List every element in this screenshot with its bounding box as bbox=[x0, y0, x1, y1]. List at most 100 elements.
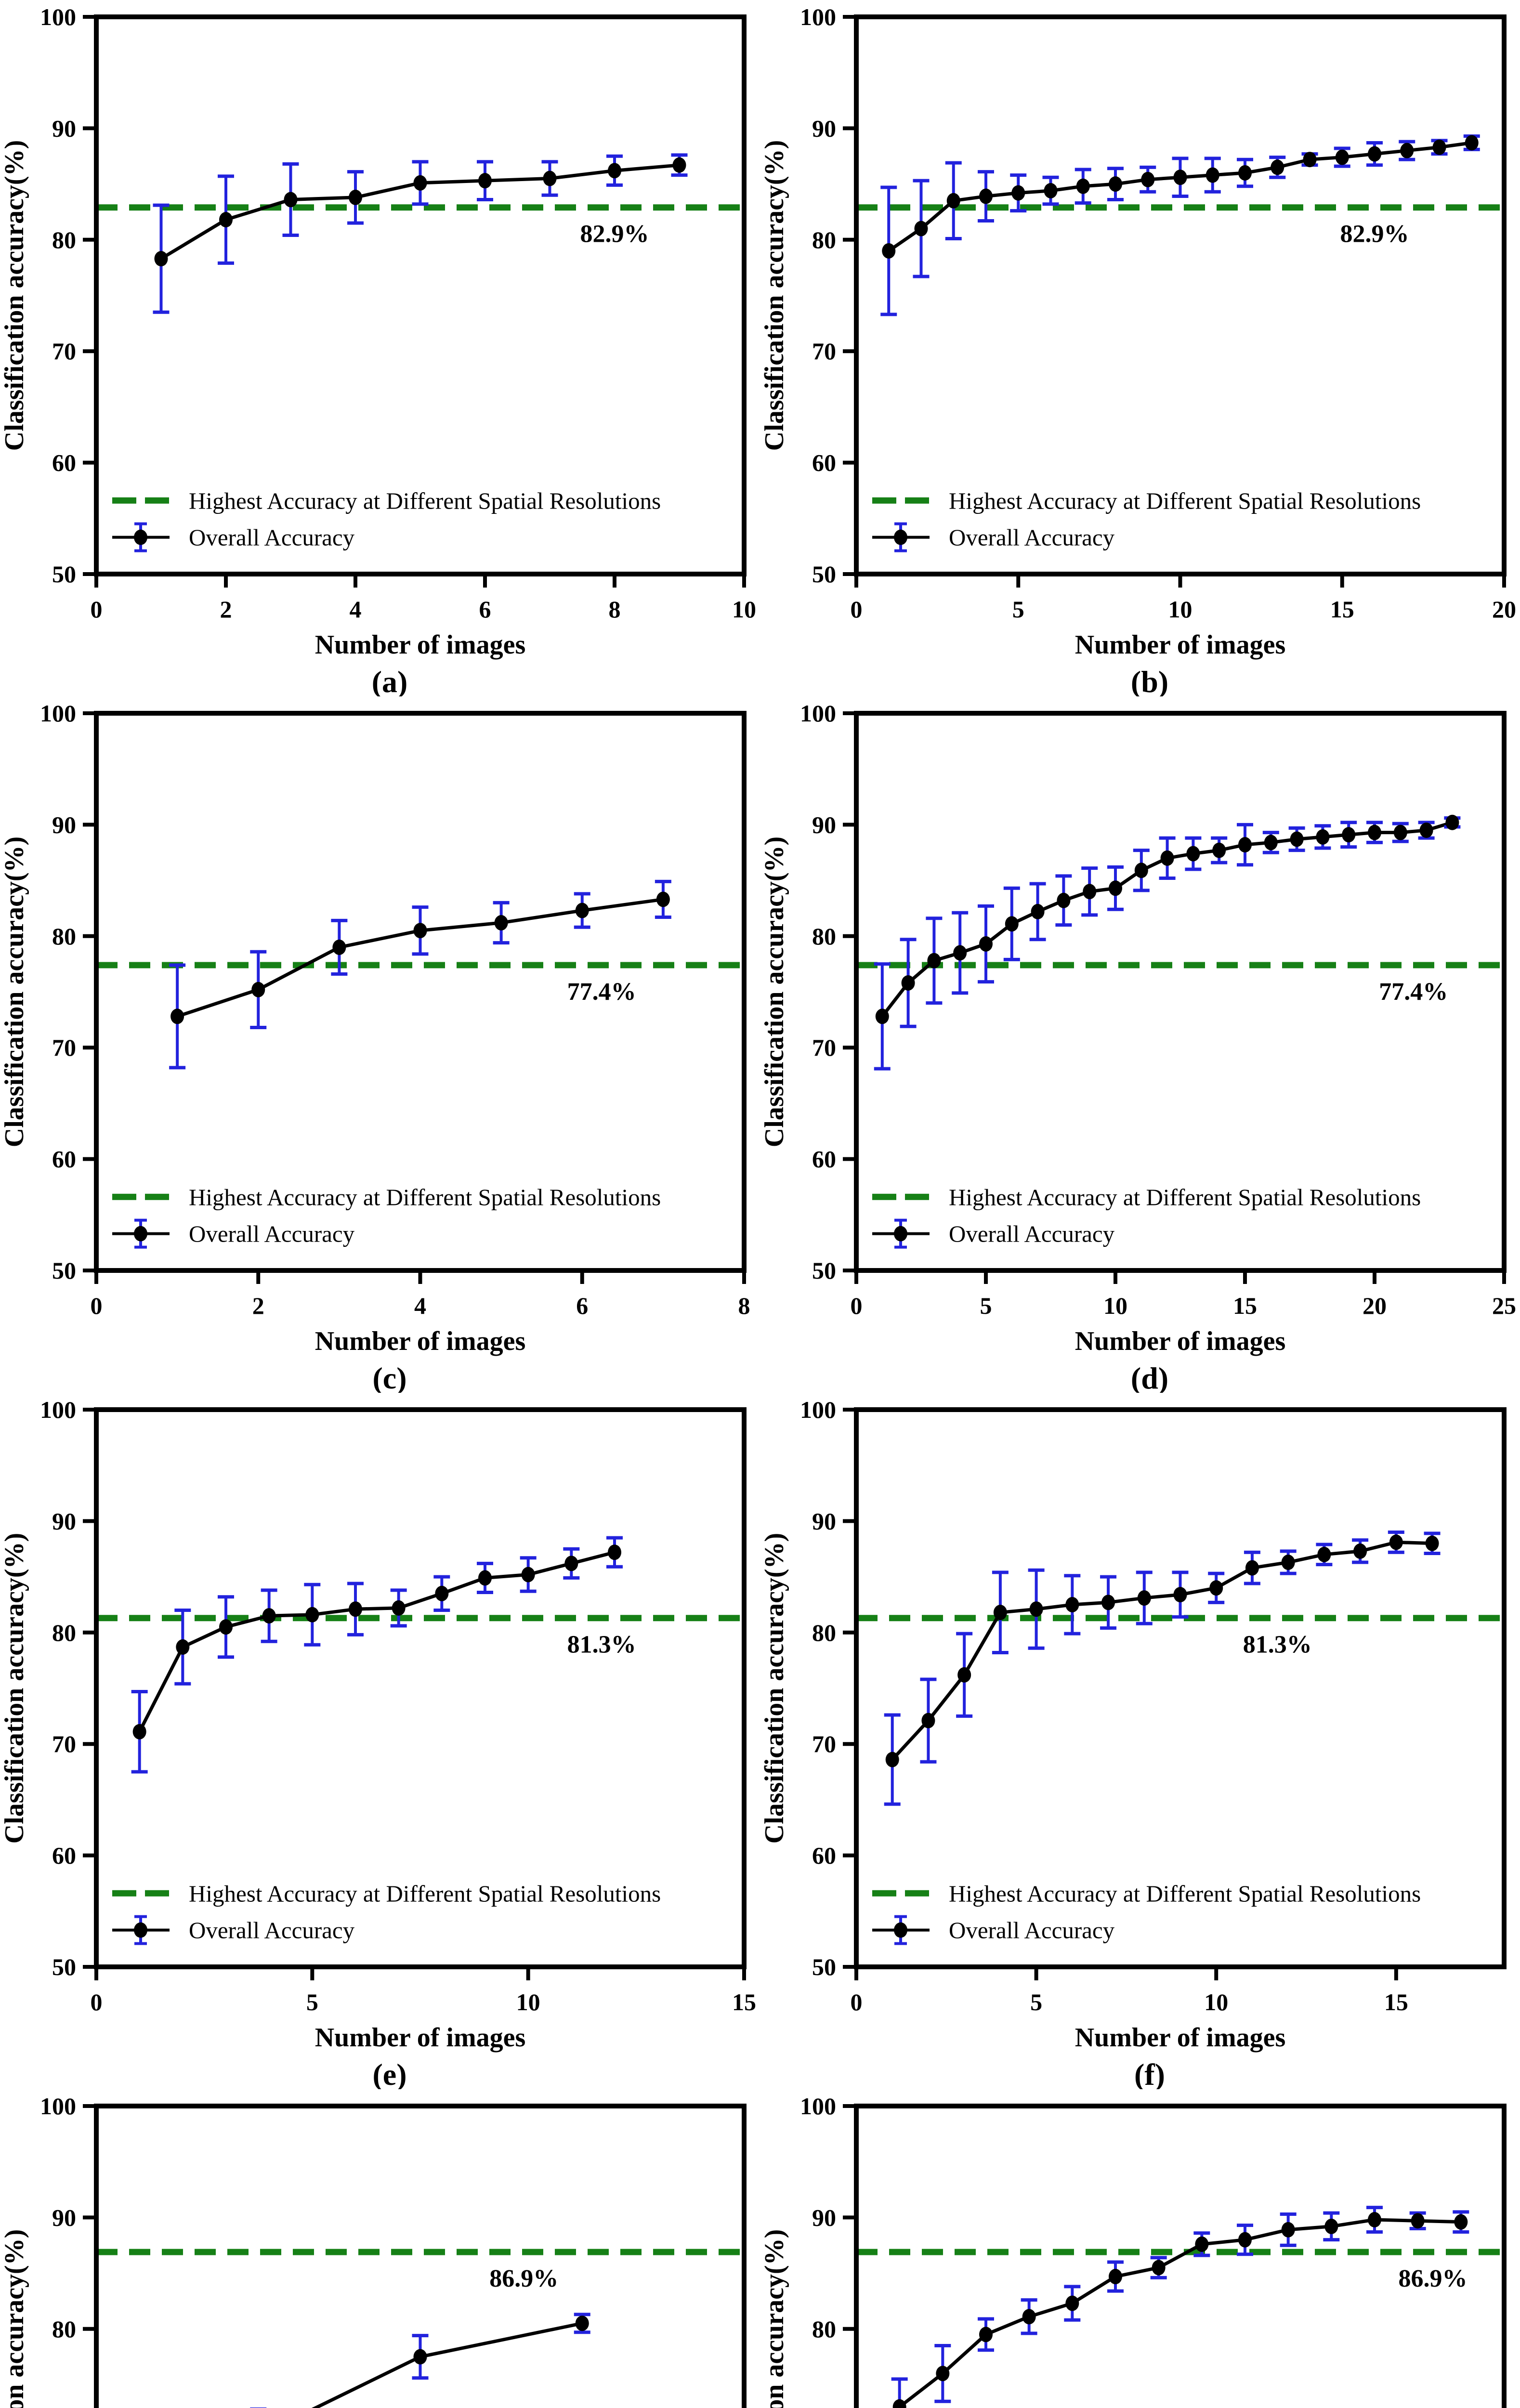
y-tick-label: 80 bbox=[52, 1619, 76, 1646]
data-point bbox=[1342, 827, 1356, 843]
x-tick-label: 0 bbox=[91, 1292, 103, 1319]
subplot-g-chart: 012345060708090100Classification accurac… bbox=[0, 2093, 747, 2408]
y-axis-label: Classification accuracy(%) bbox=[0, 1533, 29, 1844]
threshold-value-label: 81.3% bbox=[567, 1631, 636, 1659]
y-tick-label: 90 bbox=[812, 2204, 836, 2231]
data-point bbox=[251, 982, 265, 997]
data-point bbox=[1209, 1580, 1223, 1596]
legend-threshold-label: Highest Accuracy at Different Spatial Re… bbox=[949, 1184, 1421, 1210]
subplot-label: (f) bbox=[1134, 2057, 1165, 2089]
y-axis-label: Classification accuracy(%) bbox=[760, 1533, 789, 1844]
x-tick-label: 0 bbox=[851, 1989, 863, 2015]
x-tick-label: 4 bbox=[414, 1292, 426, 1319]
data-point bbox=[1317, 1546, 1331, 1562]
legend-series-label: Overall Accuracy bbox=[189, 1917, 355, 1944]
data-point bbox=[927, 953, 941, 968]
data-point bbox=[1065, 1597, 1079, 1612]
data-point bbox=[1271, 159, 1284, 175]
x-tick-label: 5 bbox=[306, 1989, 318, 2015]
data-point bbox=[1173, 170, 1187, 185]
y-tick-label: 100 bbox=[40, 2093, 76, 2120]
subplot-b-chart: 0 5 10 15 20 50 60 70 80 90 100 Classification accu… bbox=[760, 3, 1516, 696]
data-point bbox=[1109, 176, 1122, 192]
y-tick-label: 70 bbox=[812, 1730, 836, 1757]
data-point bbox=[478, 1570, 492, 1586]
y-tick-label: 60 bbox=[812, 449, 836, 476]
legend-threshold-label: Highest Accuracy at Different Spatial Re… bbox=[949, 487, 1421, 514]
data-point bbox=[1238, 837, 1252, 853]
y-axis-label: Classification accuracy(%) bbox=[760, 140, 789, 451]
x-tick-label: 8 bbox=[609, 596, 621, 623]
y-tick-label: 50 bbox=[812, 1257, 836, 1284]
data-point bbox=[1137, 1590, 1151, 1606]
y-axis-label: Classification accuracy(%) bbox=[0, 140, 29, 451]
data-point bbox=[1083, 884, 1097, 900]
y-tick-label: 90 bbox=[812, 1507, 836, 1534]
legend-threshold-label: Highest Accuracy at Different Spatial Re… bbox=[189, 1184, 661, 1210]
data-point bbox=[154, 251, 168, 267]
data-point bbox=[1245, 1560, 1259, 1576]
data-point bbox=[946, 193, 960, 209]
series-line bbox=[891, 1540, 1432, 1761]
data-point bbox=[170, 1008, 184, 1024]
data-point bbox=[608, 1544, 621, 1560]
plot-frame bbox=[854, 711, 1507, 1273]
subplot-label: (c) bbox=[372, 1361, 406, 1393]
subplot-cell-e: 0 5 10 15 50 60 70 80 90 100 Classification accura… bbox=[0, 1393, 760, 2089]
data-point bbox=[132, 1724, 146, 1740]
data-point bbox=[176, 1639, 190, 1655]
plot-frame bbox=[94, 2104, 747, 2408]
legend-series-sample bbox=[872, 522, 930, 552]
data-point bbox=[892, 2399, 906, 2408]
data-point bbox=[1101, 1595, 1115, 1610]
data-point bbox=[564, 1556, 578, 1571]
data-point bbox=[332, 939, 346, 955]
x-axis-label: Number of images bbox=[1075, 630, 1286, 660]
data-point bbox=[885, 1752, 899, 1767]
y-tick-label: 100 bbox=[40, 700, 76, 727]
data-point bbox=[262, 1608, 276, 1624]
data-point bbox=[1335, 149, 1349, 165]
y-axis-label: Classification accuracy(%) bbox=[760, 2229, 789, 2408]
x-tick-label: 4 bbox=[350, 596, 362, 623]
y-tick-label: 50 bbox=[52, 561, 76, 588]
y-tick-label: 70 bbox=[52, 1034, 76, 1061]
subplot-cell-f: 0 5 10 15 50 60 70 80 90 100 Classification accura… bbox=[760, 1393, 1520, 2089]
data-point bbox=[1195, 2236, 1209, 2252]
data-point bbox=[936, 2366, 950, 2382]
data-point bbox=[1324, 2218, 1338, 2234]
y-tick-label: 80 bbox=[812, 923, 836, 950]
x-tick-label: 0 bbox=[851, 1292, 863, 1319]
x-tick-label: 0 bbox=[851, 596, 863, 623]
data-point bbox=[1238, 2232, 1252, 2248]
y-tick-label: 80 bbox=[52, 2316, 76, 2343]
x-tick-label: 25 bbox=[1492, 1292, 1516, 1319]
y-tick-label: 60 bbox=[812, 1842, 836, 1869]
data-point bbox=[1411, 2213, 1425, 2229]
legend-threshold-label: Highest Accuracy at Different Spatial Re… bbox=[189, 1880, 661, 1907]
data-point bbox=[1029, 1601, 1043, 1617]
legend-series-label: Overall Accuracy bbox=[949, 1917, 1115, 1944]
y-tick-label: 100 bbox=[800, 2093, 836, 2120]
threshold-value-label: 81.3% bbox=[1243, 1631, 1312, 1659]
y-tick-label: 70 bbox=[812, 1034, 836, 1061]
subplot-label: (d) bbox=[1131, 1361, 1168, 1393]
data-point bbox=[1076, 178, 1090, 194]
legend-threshold-label: Highest Accuracy at Different Spatial Re… bbox=[189, 487, 661, 514]
x-tick-label: 5 bbox=[1012, 596, 1024, 623]
data-point bbox=[1173, 1587, 1187, 1603]
data-point bbox=[1400, 143, 1414, 158]
x-axis-label: Number of images bbox=[315, 1326, 526, 1356]
x-tick-label: 5 bbox=[1030, 1989, 1042, 2015]
data-point bbox=[1186, 846, 1200, 862]
subplot-label: (a) bbox=[372, 665, 408, 696]
data-point bbox=[953, 945, 967, 961]
y-tick-label: 100 bbox=[800, 3, 836, 30]
data-point bbox=[921, 1713, 935, 1728]
legend-series-sample bbox=[872, 1915, 930, 1945]
y-tick-label: 90 bbox=[52, 2204, 76, 2231]
legend-series-label: Overall Accuracy bbox=[189, 1221, 355, 1247]
legend-series-sample bbox=[112, 522, 170, 552]
y-tick-label: 80 bbox=[52, 923, 76, 950]
subplot-a-chart: 0 2 4 6 8 10 50 60 70 80 90 100 Classification accur… bbox=[0, 3, 756, 696]
